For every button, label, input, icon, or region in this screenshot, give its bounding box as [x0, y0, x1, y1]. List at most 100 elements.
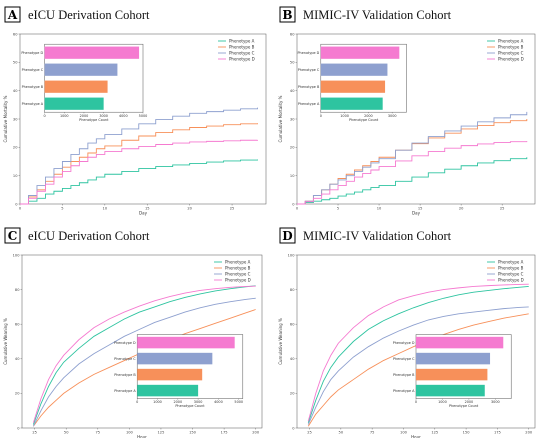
- inset-x-tick-label: 5000: [139, 114, 148, 118]
- y-tick-label: 100: [288, 253, 296, 257]
- inset-bar: [137, 384, 199, 397]
- legend-entry: Phenotype D: [498, 56, 524, 61]
- x-tick-label: 15: [418, 207, 423, 211]
- series-line-phenotype-a: [32, 285, 256, 425]
- inset-bar: [320, 46, 400, 59]
- inset-x-tick-label: 5000: [234, 400, 243, 404]
- x-tick-label: 150: [463, 431, 471, 435]
- series-line-phenotype-a: [307, 286, 529, 423]
- panel-letter: D: [282, 229, 292, 243]
- inset-x-tick-label: 4000: [214, 400, 223, 404]
- y-tick-label: 40: [290, 357, 295, 361]
- inset-bar-chart: Phenotype D Phenotype C Phenotype B Phenoty…: [114, 334, 243, 408]
- inset-x-tick-label: 3000: [388, 114, 397, 118]
- panel-d: D MIMIC-IV Validation Cohort 25 50 75 100 125 1…: [278, 227, 536, 438]
- x-tick-label: 20: [187, 207, 192, 211]
- x-tick-label: 50: [64, 431, 69, 435]
- inset-x-tick-label: 2000: [80, 114, 89, 118]
- series-line-phenotype-c: [32, 297, 256, 427]
- series-line-phenotype-d: [32, 285, 256, 423]
- legend-entry: Phenotype D: [225, 277, 251, 282]
- y-tick-label: 40: [13, 89, 18, 93]
- x-tick-label: 125: [158, 431, 165, 435]
- legend-entry: Phenotype D: [498, 277, 524, 282]
- y-tick-label: 80: [290, 288, 295, 292]
- y-tick-label: 20: [13, 146, 18, 150]
- x-tick-label: 100: [400, 431, 408, 435]
- x-axis-label: Hour: [137, 435, 147, 438]
- legend-entry: Phenotype C: [229, 50, 255, 55]
- inset-x-tick-label: 4000: [119, 114, 128, 118]
- inset-category-label: Phenotype A: [22, 102, 44, 106]
- x-tick-label: 25: [32, 431, 37, 435]
- inset-category-label: Phenotype B: [22, 85, 44, 89]
- legend-entry: Phenotype C: [225, 271, 251, 276]
- series-line-phenotype-b: [33, 309, 256, 427]
- legend-entry: Phenotype B: [498, 44, 524, 49]
- x-tick-label: 5: [337, 207, 339, 211]
- y-tick-label: 80: [15, 288, 20, 292]
- series-line-phenotype-d: [20, 139, 258, 205]
- x-tick-label: 10: [377, 207, 382, 211]
- x-tick-label: 15: [145, 207, 150, 211]
- x-tick-label: 10: [103, 207, 108, 211]
- x-tick-label: 175: [494, 431, 501, 435]
- y-tick-label: 40: [290, 89, 295, 93]
- x-axis-label: Day: [139, 211, 148, 216]
- panel-letter: C: [8, 229, 18, 243]
- y-tick-label: 0: [15, 202, 18, 206]
- x-tick-label: 200: [252, 431, 260, 435]
- inset-x-axis-label: Phenotype Count: [79, 118, 109, 122]
- inset-x-tick-label: 3000: [194, 400, 203, 404]
- panel-b: B MIMIC-IV Validation Cohort 0 5 10 15 20 25 0 10…: [278, 6, 536, 216]
- y-tick-label: 10: [290, 174, 295, 178]
- inset-bar: [44, 46, 140, 59]
- legend-entry: Phenotype A: [498, 259, 524, 264]
- inset-category-label: Phenotype C: [298, 68, 320, 72]
- inset-category-label: Phenotype A: [298, 102, 320, 106]
- inset-category-label: Phenotype D: [21, 51, 43, 55]
- x-tick-label: 25: [230, 207, 235, 211]
- panel-letter-box: [279, 227, 296, 244]
- panel-letter: B: [282, 8, 292, 22]
- inset-bar-chart: Phenotype D Phenotype C Phenotype B Phenoty…: [298, 43, 407, 122]
- panel-letter: A: [7, 8, 18, 22]
- x-tick-label: 75: [96, 431, 101, 435]
- y-tick-label: 0: [292, 202, 295, 206]
- x-tick-label: 5: [61, 207, 63, 211]
- x-tick-label: 0: [19, 207, 22, 211]
- inset-x-axis-label: Phenotype Count: [349, 118, 379, 122]
- y-tick-label: 50: [290, 61, 295, 65]
- y-tick-label: 10: [13, 174, 18, 178]
- series-line-phenotype-d: [297, 141, 528, 205]
- inset-category-label: Phenotype C: [393, 357, 415, 361]
- x-axis-label: Day: [412, 211, 421, 216]
- inset-bar-chart: Phenotype D Phenotype C Phenotype B Phenoty…: [393, 334, 512, 408]
- y-tick-label: 60: [290, 32, 295, 36]
- x-tick-label: 20: [459, 207, 464, 211]
- inset-x-axis-label: Phenotype Count: [449, 404, 479, 408]
- legend-entry: Phenotype C: [498, 50, 524, 55]
- x-tick-label: 150: [189, 431, 197, 435]
- y-axis-label: Cumulative Weaning %: [278, 318, 283, 365]
- inset-bar: [416, 384, 485, 397]
- panel-title: MIMIC-IV Validation Cohort: [303, 8, 452, 22]
- inset-category-label: Phenotype A: [114, 389, 136, 393]
- x-tick-label: 100: [126, 431, 134, 435]
- y-tick-label: 30: [13, 117, 18, 121]
- inset-category-label: Phenotype D: [114, 341, 136, 345]
- inset-x-tick-label: 3000: [99, 114, 108, 118]
- inset-category-label: Phenotype C: [114, 357, 136, 361]
- y-tick-label: 20: [290, 146, 295, 150]
- legend-entry: Phenotype B: [225, 265, 251, 270]
- panel-title: eICU Derivation Cohort: [28, 8, 150, 22]
- inset-x-tick-label: 0: [320, 114, 322, 118]
- legend-entry: Phenotype A: [498, 38, 524, 43]
- y-tick-label: 30: [290, 117, 295, 121]
- panel-title: MIMIC-IV Validation Cohort: [303, 229, 452, 243]
- inset-x-tick-label: 2000: [465, 400, 474, 404]
- x-axis-label: Hour: [411, 435, 421, 438]
- series-line-phenotype-c: [307, 306, 529, 425]
- inset-bar: [44, 80, 108, 93]
